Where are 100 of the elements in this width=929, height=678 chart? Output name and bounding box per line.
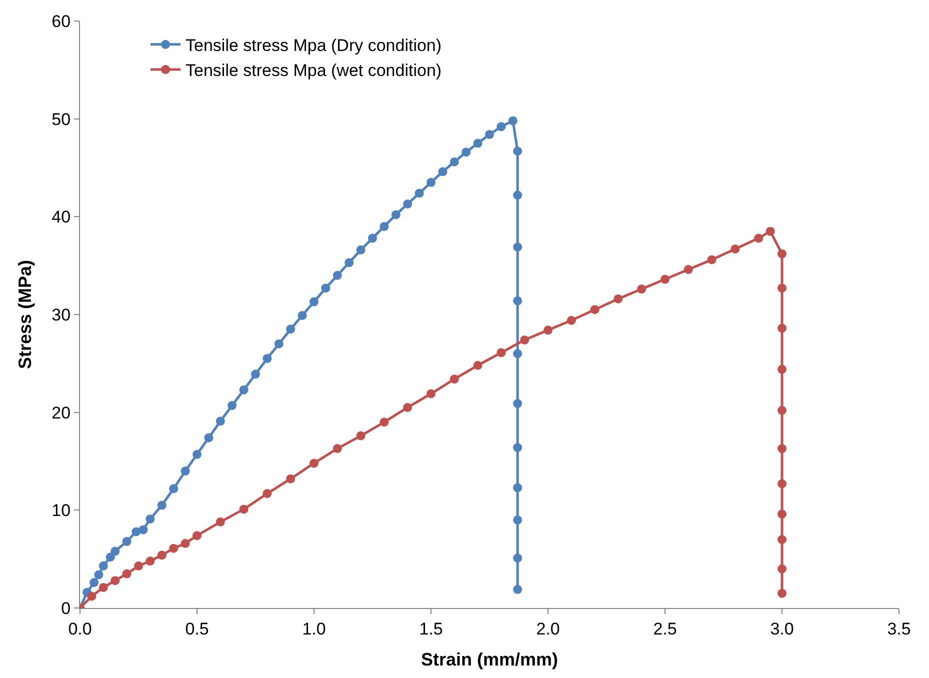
point	[778, 479, 786, 488]
y-tick-label: 0	[61, 598, 71, 618]
point	[286, 474, 296, 484]
point	[438, 167, 448, 176]
point	[426, 389, 436, 398]
point	[98, 582, 108, 592]
point	[262, 489, 272, 498]
point	[462, 148, 471, 157]
point	[380, 222, 389, 231]
point	[590, 305, 600, 314]
point	[274, 339, 284, 348]
point	[778, 564, 786, 574]
point	[520, 335, 530, 344]
point	[778, 406, 786, 415]
point	[356, 245, 366, 254]
point	[216, 416, 225, 426]
point	[778, 535, 786, 544]
point	[122, 569, 132, 578]
point	[192, 531, 202, 540]
point	[778, 249, 786, 258]
y-tick-label: 60	[52, 12, 71, 31]
point	[513, 554, 522, 563]
point	[450, 374, 459, 384]
point	[414, 188, 424, 198]
point	[169, 544, 178, 553]
point	[94, 570, 104, 580]
point	[513, 296, 522, 306]
x-tick-label: 0.5	[185, 619, 209, 638]
point	[228, 400, 237, 410]
point	[332, 270, 342, 280]
point	[473, 138, 482, 148]
y-tick-label: 20	[52, 403, 71, 422]
point	[157, 500, 166, 510]
x-tick-label: 2.0	[536, 619, 560, 638]
point	[513, 443, 522, 452]
legend-label: Tensile stress Mpa (wet condition)	[186, 61, 442, 80]
point	[251, 370, 260, 379]
point	[473, 360, 482, 370]
point	[239, 504, 248, 514]
x-tick-label: 1.0	[302, 619, 326, 638]
point	[496, 348, 506, 358]
point	[426, 178, 436, 187]
point	[87, 592, 96, 601]
point	[778, 510, 786, 519]
x-tick-label: 3.5	[887, 619, 911, 638]
point	[513, 399, 522, 408]
point	[192, 450, 202, 459]
point	[380, 418, 389, 427]
point	[566, 316, 576, 325]
point	[98, 561, 108, 570]
point	[513, 483, 522, 492]
point	[344, 258, 354, 268]
y-tick-label: 40	[52, 208, 71, 227]
point	[239, 385, 248, 394]
point	[513, 242, 522, 252]
point	[310, 297, 318, 306]
point	[637, 284, 646, 294]
point	[778, 364, 786, 374]
point	[513, 584, 522, 594]
x-tick-label: 1.5	[419, 619, 443, 638]
y-tick-label: 50	[52, 110, 71, 129]
point	[403, 199, 412, 208]
point	[110, 546, 120, 556]
point	[513, 349, 522, 358]
point	[754, 234, 764, 243]
point	[180, 466, 190, 476]
point	[110, 576, 120, 586]
point	[660, 274, 670, 284]
point	[684, 265, 693, 274]
point	[262, 354, 272, 364]
point	[122, 536, 132, 546]
y-tick-label: 30	[52, 305, 71, 324]
point	[157, 550, 166, 560]
point	[298, 310, 307, 320]
point	[766, 226, 775, 236]
point	[778, 284, 786, 293]
point	[310, 458, 318, 468]
point	[321, 284, 330, 293]
point	[286, 324, 296, 334]
y-tick-label: 10	[52, 501, 71, 520]
y-axis-title: Stress (MPa)	[14, 260, 35, 370]
point	[513, 146, 522, 156]
point	[368, 234, 377, 243]
point	[216, 517, 225, 526]
point	[730, 244, 740, 254]
point	[90, 578, 99, 588]
point	[508, 116, 518, 126]
point	[180, 538, 190, 548]
point	[544, 326, 552, 335]
point	[391, 210, 400, 220]
point	[138, 525, 148, 534]
point	[496, 122, 506, 132]
point	[614, 294, 623, 304]
x-tick-label: 0.0	[68, 619, 92, 638]
x-tick-label: 3.0	[770, 619, 794, 638]
point	[778, 444, 786, 454]
x-tick-label: 2.5	[653, 619, 677, 638]
point	[707, 255, 716, 264]
point	[778, 588, 786, 598]
legend-label: Tensile stress Mpa (Dry condition)	[186, 36, 442, 56]
